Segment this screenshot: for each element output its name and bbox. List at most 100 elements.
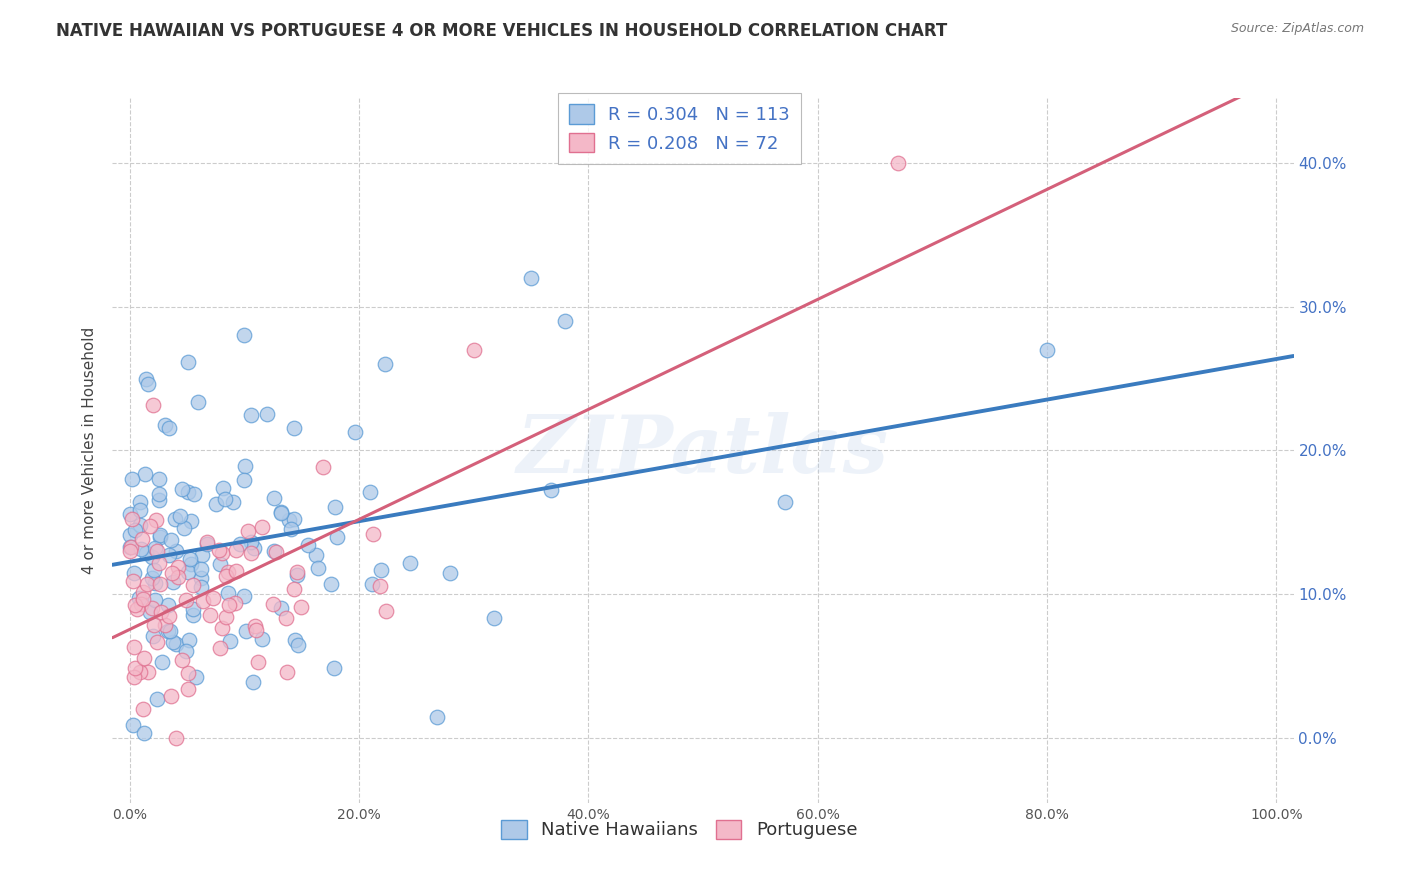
Native Hawaiians: [148, 487, 170, 501]
Portuguese: [122, 640, 145, 655]
Portuguese: [153, 617, 176, 632]
Native Hawaiians: [219, 633, 242, 648]
Portuguese: [129, 597, 152, 611]
Portuguese: [132, 585, 155, 599]
Native Hawaiians: [134, 467, 156, 481]
Portuguese: [122, 670, 145, 684]
Portuguese: [176, 592, 198, 607]
Native Hawaiians: [141, 550, 163, 565]
Portuguese: [208, 543, 231, 558]
Text: Source: ZipAtlas.com: Source: ZipAtlas.com: [1230, 22, 1364, 36]
Native Hawaiians: [142, 628, 165, 642]
Portuguese: [167, 560, 190, 574]
Native Hawaiians: [263, 544, 285, 558]
Native Hawaiians: [370, 563, 392, 577]
Native Hawaiians: [359, 485, 381, 500]
Portuguese: [132, 592, 155, 607]
Native Hawaiians: [283, 512, 305, 526]
Portuguese: [138, 665, 160, 679]
Native Hawaiians: [120, 540, 142, 554]
Native Hawaiians: [157, 599, 180, 613]
Native Hawaiians: [143, 592, 166, 607]
Native Hawaiians: [240, 408, 263, 422]
Portuguese: [165, 731, 187, 745]
Portuguese: [136, 577, 159, 591]
Portuguese: [131, 533, 153, 547]
Native Hawaiians: [187, 395, 209, 409]
Native Hawaiians: [148, 472, 170, 486]
Portuguese: [262, 597, 284, 611]
Native Hawaiians: [148, 492, 170, 507]
Portuguese: [139, 518, 162, 533]
Native Hawaiians: [284, 632, 307, 647]
Native Hawaiians: [374, 357, 396, 371]
Native Hawaiians: [128, 518, 150, 533]
Native Hawaiians: [322, 661, 344, 675]
Portuguese: [148, 557, 170, 571]
Native Hawaiians: [159, 548, 181, 562]
Native Hawaiians: [235, 624, 257, 639]
Native Hawaiians: [1036, 343, 1059, 357]
Native Hawaiians: [554, 314, 576, 328]
Text: ZIPatlas: ZIPatlas: [517, 412, 889, 489]
Native Hawaiians: [208, 557, 231, 571]
Native Hawaiians: [143, 575, 166, 590]
Native Hawaiians: [124, 524, 146, 538]
Portuguese: [209, 640, 232, 655]
Native Hawaiians: [277, 513, 299, 527]
Portuguese: [211, 546, 233, 560]
Native Hawaiians: [169, 509, 191, 524]
Native Hawaiians: [135, 372, 157, 386]
Portuguese: [238, 524, 260, 539]
Portuguese: [121, 512, 143, 526]
Native Hawaiians: [283, 421, 305, 435]
Native Hawaiians: [159, 624, 181, 639]
Portuguese: [170, 653, 193, 667]
Portuguese: [157, 608, 180, 623]
Portuguese: [124, 661, 146, 675]
Native Hawaiians: [129, 541, 152, 556]
Native Hawaiians: [122, 566, 145, 580]
Native Hawaiians: [129, 495, 152, 509]
Native Hawaiians: [270, 505, 292, 519]
Portuguese: [177, 665, 200, 680]
Portuguese: [124, 599, 146, 613]
Native Hawaiians: [240, 535, 263, 549]
Native Hawaiians: [190, 562, 212, 576]
Portuguese: [150, 605, 173, 619]
Portuguese: [125, 602, 148, 616]
Native Hawaiians: [150, 655, 173, 669]
Native Hawaiians: [146, 691, 169, 706]
Portuguese: [195, 535, 218, 549]
Portuguese: [160, 689, 183, 703]
Native Hawaiians: [183, 487, 205, 501]
Portuguese: [141, 601, 163, 615]
Native Hawaiians: [323, 500, 346, 514]
Portuguese: [142, 398, 165, 412]
Portuguese: [132, 702, 155, 716]
Native Hawaiians: [162, 574, 184, 589]
Native Hawaiians: [211, 481, 233, 495]
Native Hawaiians: [439, 566, 461, 581]
Native Hawaiians: [163, 512, 186, 526]
Portuguese: [129, 665, 152, 679]
Portuguese: [225, 542, 247, 557]
Native Hawaiians: [190, 571, 212, 585]
Portuguese: [215, 568, 238, 582]
Native Hawaiians: [174, 644, 197, 658]
Portuguese: [887, 156, 910, 170]
Native Hawaiians: [398, 556, 420, 570]
Portuguese: [198, 607, 221, 622]
Portuguese: [264, 545, 287, 559]
Native Hawaiians: [256, 407, 278, 421]
Portuguese: [214, 610, 236, 624]
Native Hawaiians: [482, 611, 505, 625]
Portuguese: [276, 665, 298, 680]
Native Hawaiians: [149, 528, 172, 542]
Native Hawaiians: [172, 483, 194, 497]
Native Hawaiians: [195, 537, 218, 551]
Native Hawaiians: [129, 503, 152, 517]
Legend: Native Hawaiians, Portuguese: Native Hawaiians, Portuguese: [495, 813, 865, 847]
Native Hawaiians: [280, 523, 302, 537]
Native Hawaiians: [297, 538, 319, 552]
